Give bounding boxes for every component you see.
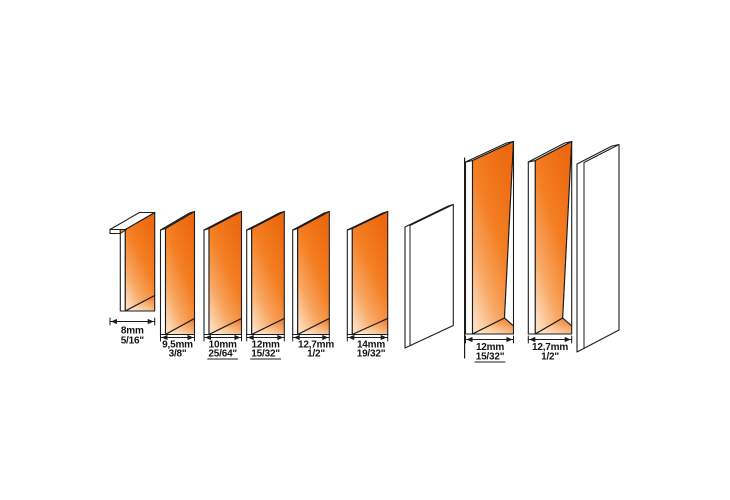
dim-arrow-right [187,334,194,341]
dimension-line [203,333,242,342]
groove-wall-face [251,210,285,336]
size-label-inch: 1/2" [307,349,325,360]
dim-arrow-right [506,336,513,343]
blank-board-outline [576,143,620,353]
dim-arrow-right [564,336,571,343]
front-edge-strip [203,227,210,336]
groove-floor-face [534,317,573,335]
size-label-mm: 8mm [121,326,144,337]
dim-arrow-right [322,334,329,341]
size-label-inch: 25/64" [208,349,237,360]
size-label-mm: 12,7mm [532,342,568,353]
size-label-inch: 15/32" [251,349,280,360]
dim-arrow-left [247,334,254,341]
dim-arrow-left [529,336,536,343]
size-label-inch: 1/2" [541,352,559,363]
groove-floor-face [164,317,196,336]
dimension-line [465,335,514,344]
dimension-line [527,335,573,344]
dim-arrow-left [466,336,473,343]
dim-arrow-right [147,318,154,325]
front-edge-strip [246,227,253,336]
dimension-line [292,333,330,342]
size-label-mm: 14mm [357,340,385,351]
size-label-inch: 3/8" [169,349,187,360]
size-label-mm: 12mm [476,342,504,353]
dimension-line [109,317,156,326]
dim-arrow-left [293,334,300,341]
size-label-inch: 19/32" [357,349,386,360]
size-label-mm: 9,5mm [162,340,193,351]
front-edge-strip [527,159,536,335]
front-edge-strip [119,228,126,312]
dim-arrow-right [277,334,284,341]
dimension-line [346,333,389,342]
cutter-width-shape-right-blank-board [576,143,620,353]
groove-floor-face [351,317,389,336]
front-edge-strip [292,227,299,336]
dim-arrow-left [111,318,117,325]
groove-floor-face [208,317,243,336]
flange-shadow-wedge [119,229,127,234]
dim-arrow-left [348,334,355,341]
groove-floor-face [297,317,330,336]
groove-wall-face [208,210,243,336]
cutter-width-shape-left-blank-board [404,203,454,349]
dim-arrow-right [380,334,387,341]
groove-wall-face [164,210,196,336]
groove-wall-face [351,210,389,336]
groove-wall-face [297,210,330,336]
size-label-mm: 12mm [252,340,280,351]
front-edge-strip [346,227,353,336]
dimension-line [160,333,195,342]
flange-underside [109,228,121,235]
size-label-inch: 15/32" [476,352,505,363]
blank-board-outline [404,203,454,349]
front-edge-strip [159,227,167,336]
dim-arrow-left [161,334,168,341]
dim-arrow-right [234,334,241,341]
dimension-line [246,333,285,342]
board-top-inner-edge [583,144,620,163]
size-label-inch: 5/16" [121,336,145,347]
size-label-mm: 12,7mm [298,340,334,351]
groove-floor-face [471,317,515,335]
dim-arrow-left [205,334,211,341]
front-edge-strip [464,159,474,335]
board-top-inner-edge [409,204,454,226]
size-label-mm: 10mm [209,340,237,351]
groove-floor-face [124,294,156,312]
groove-floor-face [251,317,285,336]
